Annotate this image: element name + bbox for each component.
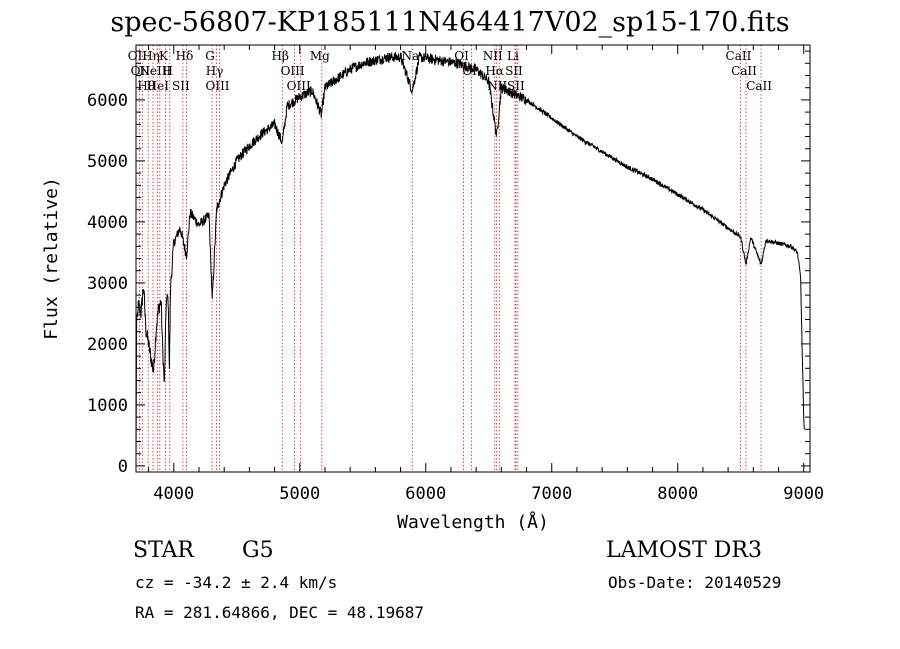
absorption-line-label: OIII [205,79,229,93]
object-class: STAR [133,538,194,563]
absorption-line-label: SII [505,64,523,78]
absorption-line-label: NeIII [139,64,171,78]
absorption-line-label: K [159,49,169,63]
y-tick-label: 1000 [87,396,128,416]
y-tick-label: 0 [118,457,128,477]
absorption-line-label: SII [172,79,190,93]
sky-coordinates: RA = 281.64866, DEC = 48.19687 [135,603,424,622]
absorption-line-label: CaII [746,79,772,93]
absorption-line-label: HeI [147,79,170,93]
absorption-line-label: Hα [485,64,504,78]
y-tick-label: 6000 [87,91,128,111]
y-tick-label: 2000 [87,335,128,355]
absorption-line-label: CaII [731,64,757,78]
y-axis-label: Flux (relative) [41,177,62,340]
absorption-line-label: Li [507,49,519,63]
survey-name: LAMOST DR3 [606,538,762,563]
x-tick-label: 4000 [153,484,194,504]
x-tick-label: 8000 [657,484,698,504]
absorption-line-label: Hδ [176,49,194,63]
x-axis-label: Wavelength (Å) [397,511,549,533]
absorption-line-label: OI [454,49,469,63]
absorption-line-label: OIII [287,79,311,93]
observation-date: Obs-Date: 20140529 [608,573,782,592]
absorption-line-label: Na [401,49,419,63]
absorption-line-label: G [205,49,215,63]
axis-ticks-layer: 4000 5000 6000 7000 8000 9000 0 1000 2000 3000 400… [87,45,824,504]
absorption-line-label: Hη [142,49,160,63]
x-tick-label: 9000 [783,484,824,504]
redshift-velocity: cz = -34.2 ± 2.4 km/s [135,573,338,592]
absorption-line-label: OIII [281,64,305,78]
absorption-line-label: H [163,64,173,78]
absorption-line-label: Hγ [206,64,224,78]
absorption-line-label: NII [483,49,503,63]
absorption-line-label: Hβ [272,49,289,63]
y-tick-label: 5000 [87,152,128,172]
absorption-line-label: Mg [310,49,330,63]
y-tick-label: 3000 [87,274,128,294]
x-tick-label: 5000 [279,484,320,504]
chart-title: spec-56807-KP185111N464417V02_sp15-170.f… [110,7,790,38]
absorption-line-label: SII [507,79,525,93]
absorption-line-label: OII [128,49,148,63]
absorption-line-label: CaII [726,49,752,63]
object-subclass: G5 [242,538,274,563]
x-tick-label: 7000 [531,484,572,504]
x-tick-label: 6000 [405,484,446,504]
absorption-lines-layer [139,45,762,472]
spectrum-series-line [135,51,805,466]
absorption-line-label: Hθ [137,79,155,93]
y-tick-label: 4000 [87,213,128,233]
plot-frame [135,44,811,473]
